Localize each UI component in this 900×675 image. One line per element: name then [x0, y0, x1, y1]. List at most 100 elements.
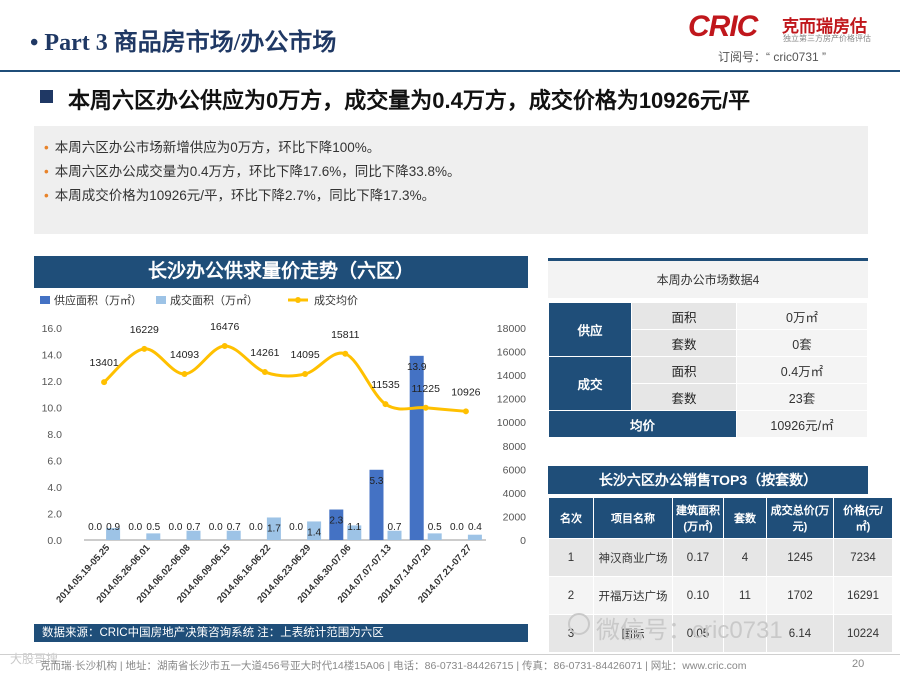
y-right-tick-label: 4000 [503, 488, 527, 500]
summary-text: 本周六区办公成交量为0.4万方，环比下降17.6%，同比下降33.8%。 [54, 164, 461, 179]
y-right-tick-label: 14000 [497, 370, 526, 382]
project-cell: 国际 [593, 614, 673, 653]
y-right-tick-label: 12000 [497, 394, 526, 406]
bar-value-label: 0.5 [428, 522, 442, 533]
logo-cn-name: 克而瑞房估 [782, 17, 867, 36]
legend-marker [295, 297, 301, 303]
table-row: 套数 23套 [549, 383, 868, 411]
chart-title: 长沙办公供求量价走势（六区） [34, 256, 528, 288]
legend-swatch [40, 296, 50, 304]
chart-bar [106, 528, 121, 540]
bar-value-label: 1.7 [267, 523, 281, 534]
bar-value-label: 0.0 [128, 522, 142, 533]
wechat-watermark: 微信号：cric0731 [596, 617, 783, 644]
top3-table: 名次 项目名称 建筑面积(万㎡) 套数 成交总价(万元) 价格(元/㎡) 1 神… [548, 497, 893, 653]
bar-value-label: 0.0 [88, 522, 102, 533]
y-left-tick-label: 12.0 [42, 376, 63, 388]
price-point [261, 369, 268, 376]
bar-value-label: 0.7 [388, 522, 402, 533]
table-row: 2 开福万达广场 0.10 11 1702 16291 [548, 576, 893, 615]
supply-units-value: 0套 [736, 329, 868, 357]
price-value-label: 14095 [290, 349, 319, 361]
col-rank: 名次 [548, 497, 594, 539]
y-left-tick-label: 6.0 [47, 456, 62, 468]
area-label: 面积 [631, 302, 737, 330]
avg-price-header: 均价 [548, 410, 737, 438]
site-watermark: 大股哥搜 [10, 652, 59, 666]
area-cell: 0.17 [672, 538, 724, 577]
bullet-icon: • [44, 140, 49, 155]
price-value-label: 16229 [130, 324, 159, 336]
rank-cell: 1 [548, 538, 594, 577]
headline-square-icon [40, 90, 53, 103]
units-label: 套数 [631, 383, 737, 411]
bar-value-label: 2.3 [329, 516, 343, 527]
bullet-icon: • [44, 188, 49, 203]
table-row: 1 神汉商业广场 0.17 4 1245 7234 [548, 538, 893, 577]
supply-area-value: 0万㎡ [736, 302, 868, 330]
price-cell: 7234 [833, 538, 893, 577]
bar-value-label: 13.9 [407, 362, 427, 373]
y-right-tick-label: 2000 [503, 511, 527, 523]
col-units: 套数 [723, 497, 767, 539]
bar-value-label: 0.5 [146, 522, 160, 533]
bar-value-label: 5.3 [370, 476, 384, 487]
y-right-tick-label: 8000 [503, 441, 527, 453]
bar-value-label: 0.0 [450, 522, 464, 533]
price-point [342, 350, 349, 357]
chart-bar [347, 525, 362, 540]
bar-value-label: 0.7 [187, 522, 201, 533]
price-value-label: 15811 [331, 329, 360, 341]
total-cell: 1245 [766, 538, 834, 577]
price-cell: 10224 [833, 614, 893, 653]
price-line [103, 344, 467, 413]
rank-cell: 2 [548, 576, 594, 615]
y-left-tick-label: 8.0 [47, 429, 62, 441]
bullet-icon: • [44, 164, 49, 179]
y-right-tick-label: 18000 [497, 323, 526, 335]
legend-label: 成交均价 [314, 293, 358, 307]
area-cell: 0.05 [672, 614, 724, 653]
deal-units-value: 23套 [736, 383, 868, 411]
table-row: 供应 面积 0万㎡ [548, 302, 868, 357]
chart-bars [106, 355, 482, 540]
price-point [181, 371, 188, 378]
legend-label: 成交面积（万㎡） [170, 293, 258, 307]
header-divider [0, 70, 900, 72]
price-value-label: 14093 [170, 349, 199, 361]
bar-value-label: 0.0 [289, 522, 303, 533]
table-row: 均价 10926元/㎡ [548, 410, 868, 438]
col-total: 成交总价(万元) [766, 497, 834, 539]
deal-header: 成交 [548, 356, 632, 411]
price-value-label: 14261 [250, 347, 279, 359]
col-price: 价格(元/㎡) [833, 497, 893, 539]
price-point [141, 345, 148, 352]
table-header-row: 名次 项目名称 建筑面积(万㎡) 套数 成交总价(万元) 价格(元/㎡) [548, 497, 893, 539]
bar-value-label: 0.4 [468, 522, 482, 533]
footer-divider [0, 654, 900, 655]
price-value-label: 11535 [371, 379, 400, 391]
y-left-tick-label: 10.0 [42, 403, 63, 415]
chart-bar [427, 533, 442, 540]
table-row: 3 国际 0.05 6.14 10224 [548, 614, 893, 653]
cric-logo: CRIC 克而瑞房估 独立第三方房产价格评估 订阅号：“ cric0731 ” [688, 8, 888, 68]
deal-area-value: 0.4万㎡ [736, 356, 868, 384]
units-cell: 4 [723, 538, 767, 577]
chart-bar [409, 355, 424, 540]
price-value-label: 11225 [411, 383, 440, 395]
bar-value-label: 0.0 [169, 522, 183, 533]
legend-swatch [156, 296, 166, 304]
logo-mark: CRIC [688, 10, 758, 43]
col-area: 建筑面积(万㎡) [672, 497, 724, 539]
bar-value-label: 0.7 [227, 522, 241, 533]
price-cell: 16291 [833, 576, 893, 615]
chart-bar [226, 530, 241, 540]
supply-demand-chart: 供应面积（万㎡） 成交面积（万㎡） 成交均价 0.0 2.0 4.0 6.0 8.0 10.0… [40, 293, 527, 605]
chart-bar [369, 469, 384, 540]
chart-bar [467, 534, 482, 540]
summary-box: • 本周六区办公市场新增供应为0万方，环比下降100%。 • 本周六区办公成交量为0… [34, 126, 868, 234]
chart-bar [329, 509, 344, 540]
bar-value-label: 1.4 [307, 527, 321, 538]
col-project: 项目名称 [593, 497, 673, 539]
chart-legend: 供应面积（万㎡） 成交面积（万㎡） 成交均价 [40, 293, 358, 307]
